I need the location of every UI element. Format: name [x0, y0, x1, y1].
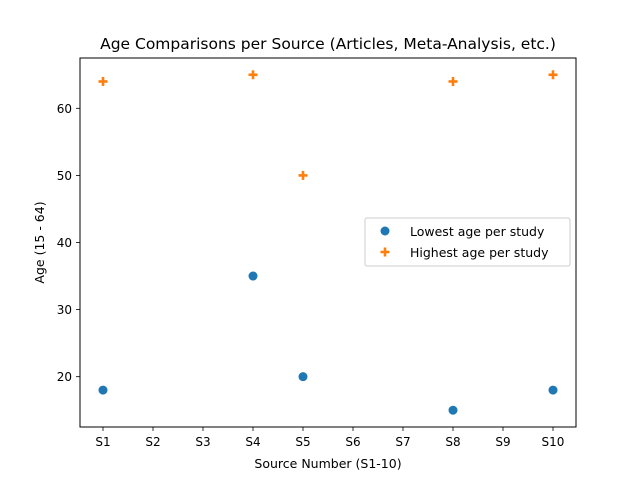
x-tick-label: S4 [245, 435, 260, 449]
x-tick-label: S2 [145, 435, 160, 449]
x-axis-label: Source Number (S1-10) [254, 456, 401, 471]
x-tick-label: S9 [495, 435, 510, 449]
legend: Lowest age per study Highest age per stu… [364, 217, 571, 267]
x-tick-label: S1 [95, 435, 110, 449]
y-tick-label: 60 [57, 102, 72, 116]
y-tick-label: 20 [57, 370, 72, 384]
high-age-point [298, 170, 308, 180]
legend-marker-lowest [380, 226, 390, 236]
data-points [98, 70, 558, 415]
x-tick-label: S6 [345, 435, 360, 449]
high-age-point [98, 76, 108, 86]
legend-label-highest: Highest age per study [410, 245, 549, 260]
legend-box [364, 217, 571, 267]
low-age-point [98, 385, 108, 395]
high-age-point [248, 70, 258, 80]
high-age-point [548, 70, 558, 80]
high-age-point [448, 76, 458, 86]
y-tick-label: 30 [57, 303, 72, 317]
low-age-point [248, 271, 258, 281]
y-axis-label: Age (15 - 64) [32, 201, 47, 283]
plot-frame [79, 57, 577, 428]
y-tick-label: 50 [57, 169, 72, 183]
low-age-point [448, 405, 458, 415]
x-tick-label: S3 [195, 435, 210, 449]
legend-marker-plus [380, 247, 390, 257]
x-tick-label: S5 [295, 435, 310, 449]
x-tick-label: S10 [542, 435, 565, 449]
chart-title: Age Comparisons per Source (Articles, Me… [100, 35, 556, 53]
legend-marker-circle [380, 226, 390, 236]
low-age-point [298, 372, 308, 382]
x-tick-label: S7 [395, 435, 410, 449]
y-tick-label: 40 [57, 236, 72, 250]
legend-label-lowest: Lowest age per study [410, 224, 545, 239]
x-tick-label: S8 [445, 435, 460, 449]
axis-ticks: S1 S2 S3 S4 S5 S6 S7 S8 S9 S10 20 30 40 50 60 [57, 102, 565, 449]
low-age-point [548, 385, 558, 395]
legend-marker-highest [380, 247, 390, 257]
